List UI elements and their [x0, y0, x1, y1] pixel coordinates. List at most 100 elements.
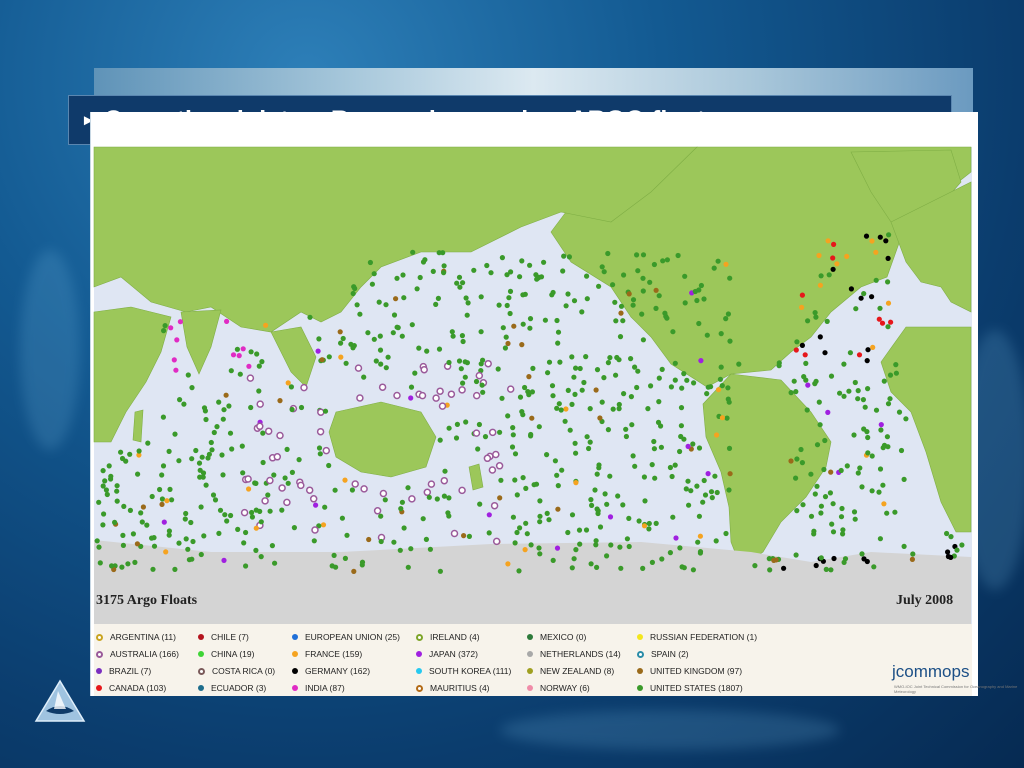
argo-float-dot: [803, 360, 809, 366]
argo-float-dot: [166, 528, 172, 534]
argo-float-dot: [160, 463, 167, 469]
argo-float-dot: [719, 415, 726, 421]
argo-float-dot: [813, 562, 819, 569]
argo-float-dot: [634, 384, 640, 391]
argo-float-dot: [816, 399, 822, 405]
india-land: [180, 309, 222, 375]
argo-float-dot: [123, 458, 129, 464]
fish-sail-logo-icon: [34, 679, 86, 728]
argo-float-dot: [664, 315, 670, 321]
argo-float-dot: [714, 489, 720, 496]
legend-item: CHILE (7): [198, 632, 249, 642]
africa-west-land: [880, 326, 972, 533]
argo-float-dot: [169, 497, 175, 503]
argo-float-dot: [816, 252, 822, 259]
argo-float-dot: [114, 483, 120, 489]
argo-float-dot: [166, 448, 172, 454]
argo-float-dot: [602, 491, 608, 497]
argo-float-dot: [812, 310, 818, 316]
argo-float-dot: [423, 488, 432, 497]
argo-float-dot: [416, 345, 422, 351]
argo-float-dot: [818, 510, 824, 516]
argo-float-dot: [151, 543, 158, 549]
argo-float-dot: [276, 431, 284, 440]
legend-dot-icon: [292, 685, 298, 691]
argo-float-dot: [696, 320, 702, 327]
argo-float-dot: [694, 483, 700, 489]
argo-float-dot: [554, 317, 560, 324]
europe-land: [890, 181, 972, 313]
argo-float-dot: [140, 504, 146, 510]
argo-float-dot: [488, 466, 497, 474]
legend-label: MEXICO (0): [540, 632, 587, 642]
argo-float-dot: [818, 503, 825, 509]
argo-float-dot: [573, 480, 579, 486]
argo-float-dot: [176, 540, 182, 546]
argo-float-dot: [683, 486, 689, 492]
argo-float-dot: [211, 429, 217, 436]
argo-float-dot: [285, 480, 291, 486]
argo-float-dot: [478, 294, 484, 300]
argo-float-dot: [851, 509, 858, 515]
argo-float-dot: [838, 467, 844, 474]
argo-float-dot: [317, 408, 325, 416]
argo-float-dot: [344, 532, 350, 538]
argo-float-dot: [712, 473, 718, 479]
argo-float-dot: [183, 536, 189, 542]
argo-float-dot: [541, 259, 547, 265]
argo-float-dot: [612, 299, 618, 305]
argo-float-dot: [193, 447, 199, 454]
argo-float-dot: [559, 467, 565, 473]
argo-float-dot: [284, 446, 290, 452]
argo-float-dot: [398, 506, 404, 512]
argo-float-dot: [577, 365, 583, 372]
argo-float-dot: [610, 282, 616, 288]
argo-float-dot: [649, 462, 655, 468]
argo-float-dot: [601, 269, 607, 275]
argo-float-dot: [817, 422, 823, 428]
argo-float-dot: [528, 433, 534, 439]
argo-float-dot: [656, 293, 662, 299]
legend-label: CHILE (7): [211, 632, 249, 642]
argo-float-dot: [246, 486, 252, 492]
argo-float-dot: [338, 354, 344, 360]
argo-float-dot: [239, 443, 245, 449]
argo-float-dot: [159, 472, 165, 478]
argo-float-dot: [848, 286, 855, 292]
legend-item: UNITED KINGDOM (97): [637, 666, 742, 676]
argo-float-dot: [240, 508, 249, 517]
argo-float-dot: [813, 378, 819, 384]
argo-float-dot: [106, 463, 112, 469]
argo-float-dot: [410, 249, 416, 255]
argo-float-dot: [430, 268, 436, 274]
argo-float-dot: [185, 372, 191, 378]
legend-label: COSTA RICA (0): [212, 666, 276, 676]
argo-float-dot: [256, 400, 264, 408]
legend-label: NETHERLANDS (14): [540, 649, 621, 659]
argo-float-dot: [220, 416, 226, 422]
argo-float-dot: [700, 499, 706, 505]
argo-float-dot: [535, 275, 541, 281]
argo-float-dot: [434, 496, 440, 502]
argo-float-dot: [507, 288, 514, 294]
argo-float-dot: [488, 428, 497, 437]
argo-float-dot: [203, 482, 209, 488]
argo-float-dot: [514, 492, 520, 498]
argo-float-dot: [814, 442, 821, 448]
argo-float-dot: [475, 446, 481, 452]
argo-float-dot: [300, 383, 308, 392]
argo-float-dot: [206, 451, 212, 457]
argo-float-dot: [705, 471, 711, 477]
legend-dot-icon: [96, 668, 102, 674]
argo-float-dot: [466, 533, 472, 539]
argo-float-dot: [885, 255, 891, 261]
argo-float-dot: [258, 519, 264, 525]
argo-float-dot: [316, 523, 322, 529]
argo-float-dot: [298, 404, 305, 411]
argo-float-dot: [767, 567, 773, 573]
legend-label: UNITED STATES (1807): [650, 683, 743, 693]
argo-float-dot: [623, 426, 629, 432]
argo-float-dot: [655, 419, 662, 425]
argo-float-dot: [456, 358, 463, 364]
argo-float-dot: [171, 357, 177, 363]
